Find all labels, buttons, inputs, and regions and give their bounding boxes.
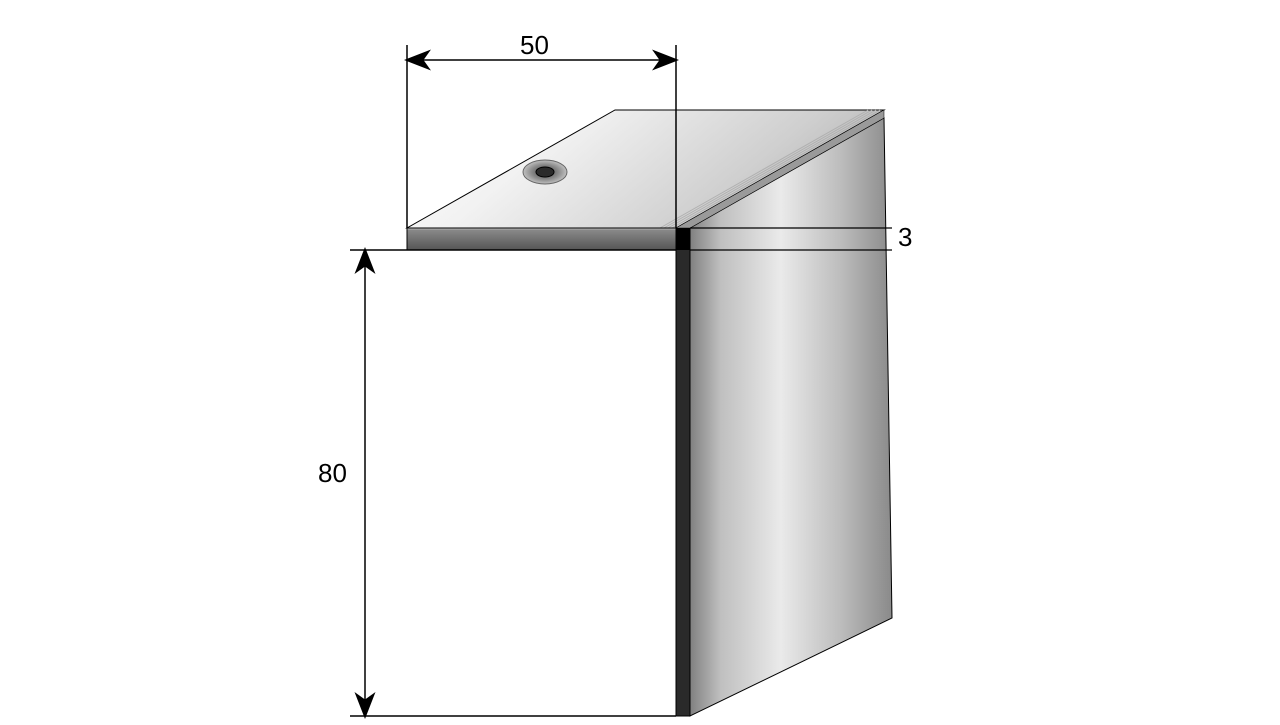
dim-thick-label: 3 <box>898 222 912 253</box>
dim-height <box>350 250 676 716</box>
drawing-svg <box>0 0 1280 720</box>
corner-notch <box>676 228 690 250</box>
dim-width-label: 50 <box>520 30 549 61</box>
screw-hole <box>523 160 567 184</box>
dim-height-label: 80 <box>318 458 347 489</box>
front-leg-edge <box>676 228 690 716</box>
technical-drawing: 50 80 3 <box>0 0 1280 720</box>
top-flange-front <box>407 228 676 250</box>
